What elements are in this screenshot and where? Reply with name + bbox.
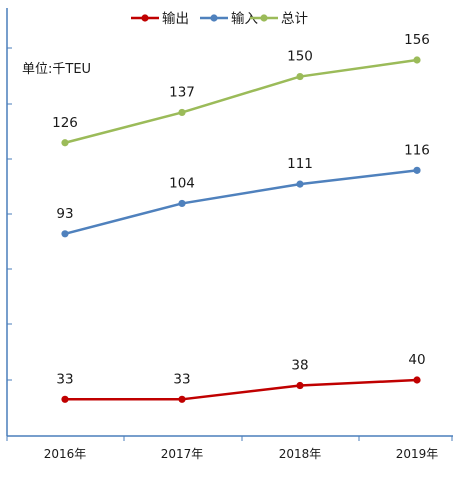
- data-point: [61, 139, 69, 147]
- legend-item: 输出: [131, 11, 189, 27]
- x-tick-label: 2018年: [279, 447, 322, 461]
- series-line: [64, 58, 418, 144]
- x-tick-labels: 2016年 2017年 2018年 2019年: [44, 447, 439, 461]
- data-point: [413, 166, 421, 174]
- legend-item: 输入: [200, 11, 258, 27]
- legend-swatch-marker: [141, 14, 149, 22]
- series-layer: 33 33 38 40 93 104 111 116 126 137 150 156: [52, 32, 430, 403]
- data-point: [61, 395, 69, 403]
- data-label: 104: [169, 175, 195, 191]
- axes: [6, 8, 453, 441]
- data-label: 93: [56, 206, 73, 222]
- data-point: [178, 395, 186, 403]
- series-line: [64, 169, 418, 236]
- legend-item: 总计: [250, 11, 308, 27]
- data-point: [413, 376, 421, 384]
- data-label: 40: [408, 352, 425, 368]
- data-label: 150: [287, 49, 313, 65]
- data-label: 156: [404, 32, 430, 48]
- data-point: [296, 72, 304, 81]
- data-label: 33: [56, 371, 73, 387]
- data-point: [296, 180, 304, 188]
- data-label: 116: [404, 142, 430, 158]
- data-point: [296, 381, 304, 390]
- series-输入: 93 104 111 116: [56, 142, 430, 238]
- legend-swatch-marker: [210, 14, 218, 22]
- x-tick-label: 2019年: [396, 447, 439, 461]
- data-label: 33: [173, 371, 190, 387]
- data-point: [178, 199, 186, 208]
- data-point: [61, 230, 69, 238]
- x-tick-label: 2016年: [44, 447, 87, 461]
- legend-label: 输入: [231, 11, 258, 27]
- data-point: [178, 108, 186, 117]
- data-label: 126: [52, 115, 78, 131]
- series-总计: 126 137 150 156: [52, 32, 430, 147]
- legend: 输出 输入 总计: [131, 11, 308, 27]
- data-label: 137: [169, 84, 195, 100]
- x-tick-label: 2017年: [161, 447, 204, 461]
- legend-label: 输出: [162, 11, 189, 27]
- data-label: 38: [291, 358, 308, 374]
- data-point: [413, 56, 421, 64]
- legend-swatch-marker: [260, 14, 268, 22]
- unit-label: 单位:千TEU: [22, 62, 91, 77]
- legend-label: 总计: [281, 11, 308, 27]
- data-label: 111: [287, 156, 313, 172]
- series-输出: 33 33 38 40: [56, 352, 426, 403]
- series-line: [65, 378, 418, 401]
